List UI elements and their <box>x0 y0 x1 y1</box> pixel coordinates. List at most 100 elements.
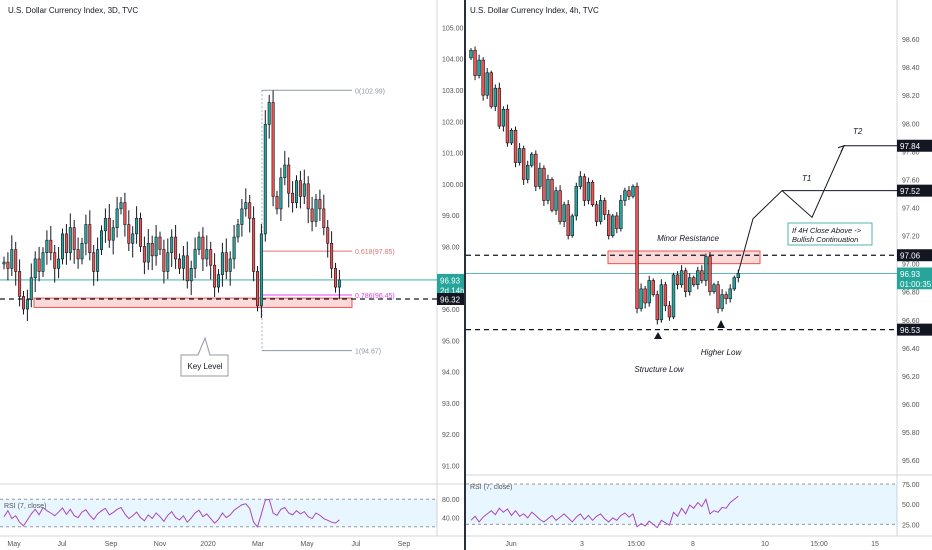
left-candle[interactable] <box>45 239 49 253</box>
projection-path[interactable] <box>737 145 845 274</box>
left-candle[interactable] <box>64 233 68 253</box>
left-candle[interactable] <box>255 271 259 307</box>
left-candle[interactable] <box>127 224 131 244</box>
right-candle[interactable] <box>546 179 550 201</box>
left-candle[interactable] <box>302 183 306 197</box>
right-candle[interactable] <box>663 284 668 307</box>
right-candle[interactable] <box>683 270 688 293</box>
right-candle[interactable] <box>736 273 740 278</box>
left-candle[interactable] <box>100 230 104 250</box>
right-candle[interactable] <box>692 277 696 286</box>
right-candle[interactable] <box>635 186 639 309</box>
left-candle[interactable] <box>201 236 205 260</box>
left-candle[interactable] <box>41 252 45 272</box>
left-candle[interactable] <box>326 227 330 244</box>
left-candle[interactable] <box>131 233 135 244</box>
right-candle[interactable] <box>647 280 651 304</box>
right-candle[interactable] <box>562 204 566 222</box>
left-candle[interactable] <box>57 258 61 269</box>
right-candle[interactable] <box>639 288 643 309</box>
right-candle[interactable] <box>521 148 526 180</box>
left-candle[interactable] <box>96 249 100 272</box>
left-candle[interactable] <box>193 249 197 269</box>
left-candle[interactable] <box>146 243 150 263</box>
right-candle[interactable] <box>578 176 583 187</box>
left-candle[interactable] <box>76 249 80 260</box>
left-candle[interactable] <box>92 252 96 272</box>
left-candle[interactable] <box>189 268 193 282</box>
right-candle[interactable] <box>671 274 676 318</box>
right-chart-dxy-4h[interactable]: 98.60 98.40 98.20 98.00 97.80 97.60 97.40 97.20… <box>466 0 932 550</box>
left-candle[interactable] <box>306 183 310 210</box>
left-candle[interactable] <box>259 233 263 307</box>
left-candle[interactable] <box>119 202 123 210</box>
left-candle[interactable] <box>314 199 318 222</box>
right-candle[interactable] <box>623 190 627 201</box>
minor-resistance-zone[interactable] <box>607 250 761 265</box>
right-candle[interactable] <box>513 129 518 163</box>
right-candle[interactable] <box>530 153 534 166</box>
left-candle[interactable] <box>139 217 143 247</box>
right-candle[interactable] <box>696 270 700 286</box>
left-candle[interactable] <box>174 236 178 260</box>
right-candle[interactable] <box>489 72 493 107</box>
right-candle[interactable] <box>538 167 542 187</box>
left-candle[interactable] <box>213 264 217 288</box>
chart-divider[interactable] <box>464 0 466 550</box>
left-candle[interactable] <box>25 299 29 310</box>
left-candle[interactable] <box>166 252 170 272</box>
right-candle[interactable] <box>655 294 659 321</box>
left-candle[interactable] <box>103 217 107 232</box>
right-candle[interactable] <box>481 59 485 96</box>
right-candle[interactable] <box>704 256 708 281</box>
right-candle[interactable] <box>594 204 599 222</box>
right-candle[interactable] <box>574 186 579 217</box>
right-candle[interactable] <box>473 49 477 76</box>
right-candle[interactable] <box>509 129 514 144</box>
right-candle[interactable] <box>720 294 724 309</box>
right-candle[interactable] <box>586 181 591 201</box>
right-candle[interactable] <box>679 270 684 286</box>
left-candle[interactable] <box>107 217 111 241</box>
left-candle[interactable] <box>337 279 341 288</box>
left-candle[interactable] <box>178 258 182 269</box>
left-candle[interactable] <box>111 227 115 241</box>
left-chart-dxy-3d[interactable]: 105.00 104.00 103.00 102.00 101.00 100.00 99.0… <box>0 0 464 550</box>
left-candle[interactable] <box>291 192 295 203</box>
left-candle[interactable] <box>279 177 283 210</box>
left-candle[interactable] <box>142 246 146 263</box>
right-candle[interactable] <box>542 167 546 201</box>
left-candle[interactable] <box>170 236 174 253</box>
left-candle[interactable] <box>267 102 271 125</box>
left-candle[interactable] <box>298 180 302 197</box>
right-candle[interactable] <box>497 87 502 127</box>
right-candle[interactable] <box>732 277 736 290</box>
right-candle[interactable] <box>477 59 481 76</box>
right-candle[interactable] <box>598 200 603 222</box>
left-candle[interactable] <box>53 252 57 269</box>
bullish-note-box[interactable] <box>787 222 873 246</box>
right-candle[interactable] <box>700 270 704 281</box>
right-candle[interactable] <box>469 49 473 59</box>
left-candle[interactable] <box>224 252 228 272</box>
left-candle[interactable] <box>275 196 279 210</box>
key-level-zone[interactable] <box>33 297 353 308</box>
right-candle[interactable] <box>566 204 570 236</box>
left-candle[interactable] <box>14 249 18 272</box>
left-rsi-line[interactable] <box>3 498 340 528</box>
left-candle[interactable] <box>205 249 209 260</box>
left-candle[interactable] <box>21 296 25 310</box>
left-candle[interactable] <box>2 261 6 265</box>
right-candle[interactable] <box>501 108 506 127</box>
right-candle[interactable] <box>517 148 522 163</box>
right-candle[interactable] <box>688 277 692 293</box>
left-candle[interactable] <box>29 277 33 300</box>
right-candle[interactable] <box>590 181 595 205</box>
left-candle[interactable] <box>287 164 291 194</box>
left-candle[interactable] <box>158 236 162 250</box>
left-candle[interactable] <box>123 202 127 225</box>
right-candle[interactable] <box>554 190 558 211</box>
left-candle[interactable] <box>37 258 41 272</box>
left-candle[interactable] <box>154 236 158 257</box>
right-candle[interactable] <box>716 284 720 309</box>
